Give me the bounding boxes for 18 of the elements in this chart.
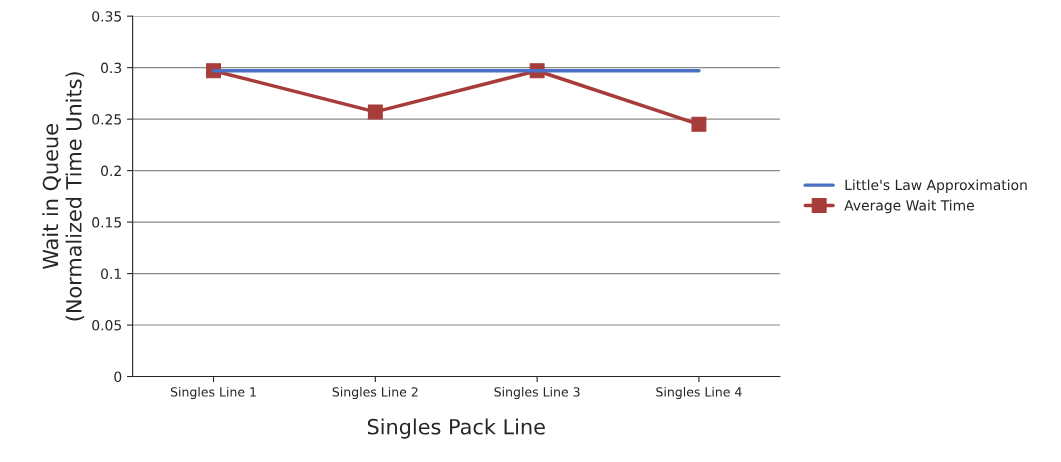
legend-label: Average Wait Time xyxy=(844,199,974,214)
y-tick-label: 0.35 xyxy=(92,11,121,22)
x-tick-label: Singles Line 2 xyxy=(332,386,418,400)
y-tick-label: 0.15 xyxy=(92,217,121,228)
x-tick-label: Singles Line 4 xyxy=(656,386,742,400)
x-tick-label: Singles Line 1 xyxy=(170,386,256,400)
legend-label: Little's Law Approximation xyxy=(845,179,1027,193)
y-axis-title: Wait in Queue (Normalized Time Units) xyxy=(42,72,85,321)
y-tick-label: 0.1 xyxy=(101,268,121,280)
y-tick-label: 0.25 xyxy=(92,114,121,125)
x-axis-title: Singles Pack Line xyxy=(367,418,545,439)
y-tick-label: 0.2 xyxy=(101,165,121,177)
y-tick-label: 0.05 xyxy=(92,320,121,331)
y-tick-label: 0 xyxy=(114,371,122,382)
point xyxy=(367,104,383,120)
y-tick-label: 0.3 xyxy=(101,62,122,74)
x-tick-label: Singles Line 3 xyxy=(494,386,580,400)
point xyxy=(691,116,707,132)
